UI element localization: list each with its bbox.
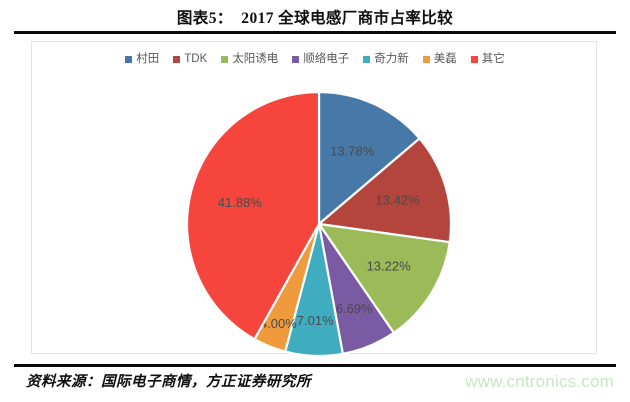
legend-item-label: 其它 [481,53,505,65]
page-title: 图表5： 2017 全球电感厂商市占率比较 [176,10,454,27]
pie-slice[interactable] [185,90,321,341]
pie-slice-label: 13.42% [376,193,421,208]
legend-item[interactable]: 美磊 [422,53,457,66]
legend-item-label: 奇力新 [374,53,409,65]
legend-swatch-icon [363,56,371,64]
legend-swatch-icon [221,56,229,64]
pie-slice[interactable] [253,222,321,353]
legend-item[interactable]: 其它 [470,53,505,66]
pie-slice[interactable] [317,90,421,226]
title-divider-top [14,31,616,34]
chart-container: 村田 TDK 太阳诱电 顺络电子 奇力新 美磊 其它 13.78% 13.42% 13.22% 6… [31,41,598,355]
pie-slice-label: 6.69% [336,301,373,316]
legend-item[interactable]: 顺络电子 [292,53,350,66]
chart-legend: 村田 TDK 太阳诱电 顺络电子 奇力新 美磊 其它 [32,53,598,66]
pie-slice-label: 13.78% [330,144,375,159]
source-note: 资料来源：国际电子商情，方正证券研究所 [26,374,311,390]
legend-swatch-icon [125,56,133,64]
legend-item[interactable]: 太阳诱电 [221,53,279,66]
legend-item-label: 太阳诱电 [232,53,279,65]
legend-swatch-icon [470,56,478,64]
pie-slice-label: 41.88% [218,195,263,210]
legend-item-label: TDK [184,53,208,65]
pie-slice[interactable] [284,222,344,355]
legend-item[interactable]: 村田 [125,53,160,66]
pie-slice-label: 4.00% [260,316,297,331]
pie-slice[interactable] [317,137,453,244]
legend-swatch-icon [422,56,430,64]
legend-item-label: 顺络电子 [303,53,350,65]
pie-chart: 13.78% 13.42% 13.22% 6.69% 7.01% 4.00% 41.88% [32,42,598,355]
legend-item-label: 美磊 [433,53,457,65]
legend-item[interactable]: 奇力新 [363,53,409,66]
pie-slice-label: 7.01% [297,313,334,328]
footer-divider-bottom [14,364,616,367]
legend-swatch-icon [173,56,181,64]
pie-slice-label: 13.22% [367,258,412,273]
legend-swatch-icon [292,56,300,64]
pie-chart-svg: 13.78% 13.42% 13.22% 6.69%7.01%4.00% 41.88% [185,90,453,355]
pie-slice[interactable] [317,222,451,334]
pie-slice[interactable] [317,222,395,355]
chart-title-bar: 图表5： 2017 全球电感厂商市占率比较 [0,4,630,30]
legend-item-label: 村田 [136,53,160,65]
legend-item[interactable]: TDK [173,53,208,66]
site-watermark: www.cntronics.com [465,372,614,391]
